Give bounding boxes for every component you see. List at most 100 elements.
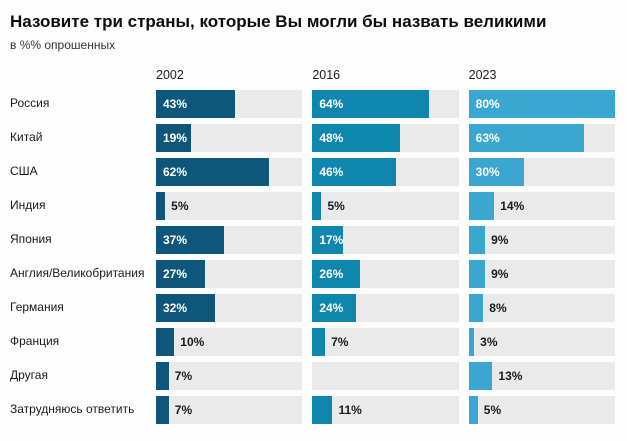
bar-track: 9% [468, 226, 615, 254]
bar-2016 [312, 396, 333, 424]
bar-track: 11% [312, 396, 459, 424]
bar-value-label: 5% [327, 199, 345, 213]
bar-2016: 24% [312, 294, 357, 322]
bar-2016: 26% [312, 260, 360, 288]
bar-value-label: 46% [319, 165, 344, 179]
bar-2002: 27% [156, 260, 206, 288]
bar-track: 43% [156, 90, 303, 118]
bar-2023: 80% [468, 90, 615, 118]
bar-2023 [468, 192, 495, 220]
bar-track: 80% [468, 90, 615, 118]
bar-track: 10% [156, 328, 303, 356]
bar-track: 7% [156, 396, 303, 424]
bar-value-label: 24% [319, 301, 344, 315]
bar-2002: 37% [156, 226, 224, 254]
bar-2016: 46% [312, 158, 397, 186]
bar-value-label: 7% [331, 335, 349, 349]
bar-track: 14% [468, 192, 615, 220]
chart-grid: 2002 2016 2023 Россия 43% 64% 80% Китай 19% 48% 63… [10, 68, 615, 424]
bar-2023 [468, 260, 486, 288]
row-label: Франция [10, 334, 60, 349]
bar-2016: 17% [312, 226, 344, 254]
bar-track: 46% [312, 158, 459, 186]
bar-track: 62% [156, 158, 303, 186]
bar-value-label: 5% [483, 403, 502, 417]
bar-2002: 19% [156, 124, 191, 152]
bar-value-label: 10% [180, 335, 205, 349]
bar-2016: 48% [312, 124, 401, 152]
bar-track: 32% [156, 294, 303, 322]
bar-value-label: 30% [475, 165, 500, 179]
bar-track: 26% [312, 260, 459, 288]
bar-2002: 62% [156, 158, 270, 186]
row-label: Япония [10, 232, 52, 247]
bar-2016: 64% [312, 90, 430, 118]
column-header-2002: 2002 [156, 68, 184, 82]
row-label: Другая [10, 368, 48, 383]
bar-track: 48% [312, 124, 459, 152]
bar-track: 64% [312, 90, 459, 118]
row-label: США [10, 164, 38, 179]
bar-value-label: 13% [498, 369, 523, 383]
bar-track: 8% [468, 294, 615, 322]
bar-2002 [156, 328, 175, 356]
bar-value-label: 14% [500, 199, 525, 213]
bar-track: 30% [468, 158, 615, 186]
bar-value-label: 17% [319, 233, 344, 247]
bar-2002 [156, 396, 169, 424]
row-label: Индия [10, 198, 46, 213]
bar-2023 [468, 362, 493, 390]
bar-track: 3% [468, 328, 615, 356]
chart-subtitle: в %% опрошенных [10, 38, 116, 52]
row-label: Россия [10, 96, 50, 111]
row-label: Германия [10, 300, 64, 315]
row-label: Англия/Великобритания [10, 266, 145, 281]
bar-value-label: 32% [163, 301, 188, 315]
bar-value-label: 3% [480, 335, 498, 349]
bar-2023 [468, 226, 486, 254]
bar-track: 5% [156, 192, 303, 220]
bar-value-label: 37% [163, 233, 188, 247]
bar-value-label: 80% [475, 97, 500, 111]
bar-2023: 30% [468, 158, 524, 186]
bar-track: 7% [312, 328, 459, 356]
bar-2023 [468, 328, 475, 356]
bar-2023 [468, 294, 484, 322]
bar-track: 9% [468, 260, 615, 288]
bar-value-label: 7% [174, 403, 193, 417]
column-header-2016: 2016 [312, 68, 341, 82]
bar-track: 63% [468, 124, 615, 152]
bar-track [312, 362, 459, 390]
bar-2002: 32% [156, 294, 215, 322]
bar-track: 24% [312, 294, 459, 322]
bar-value-label: 43% [163, 97, 188, 111]
bar-value-label: 26% [319, 267, 344, 281]
bar-track: 19% [156, 124, 303, 152]
bar-value-label: 7% [174, 369, 193, 383]
bar-value-label: 63% [475, 131, 500, 145]
bar-value-label: 19% [163, 131, 188, 145]
bar-value-label: 8% [489, 301, 507, 315]
bar-track: 5% [312, 192, 459, 220]
bar-2023 [468, 396, 478, 424]
bar-value-label: 64% [319, 97, 344, 111]
bar-track: 37% [156, 226, 303, 254]
bar-track: 27% [156, 260, 303, 288]
bar-2023: 63% [468, 124, 584, 152]
bar-value-label: 5% [171, 199, 189, 213]
bar-value-label: 9% [491, 267, 509, 281]
row-label: Китай [10, 130, 43, 145]
bar-track: 17% [312, 226, 459, 254]
bar-track: 13% [468, 362, 615, 390]
row-label: Затрудняюсь ответить [10, 402, 135, 417]
bar-value-label: 48% [319, 131, 344, 145]
bar-value-label: 62% [163, 165, 188, 179]
column-header-2023: 2023 [468, 68, 497, 82]
bar-value-label: 9% [491, 233, 509, 247]
bar-track: 5% [468, 396, 615, 424]
bar-2002 [156, 192, 166, 220]
bar-track: 7% [156, 362, 303, 390]
bar-2002: 43% [156, 90, 235, 118]
bar-2016 [312, 328, 326, 356]
